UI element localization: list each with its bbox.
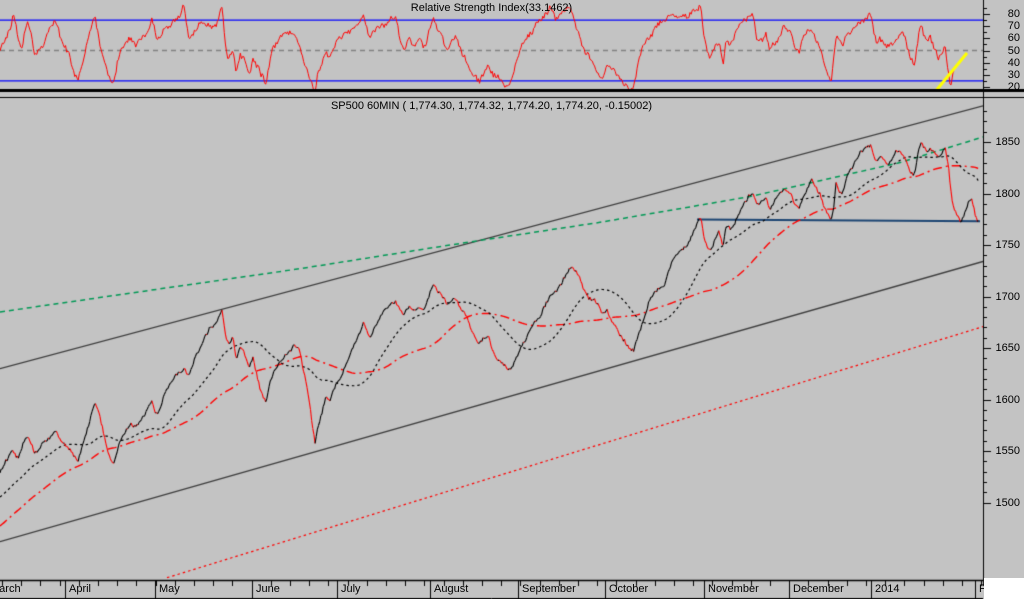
rsi-axis-label: 40: [1007, 57, 1020, 69]
corner-blank: [984, 578, 1024, 599]
rsi-panel-title: Relative Strength Index(33.1462): [410, 2, 573, 14]
month-label: July: [341, 583, 361, 595]
price-axis-label: 1650: [995, 342, 1020, 354]
price-axis-label: 1700: [995, 291, 1020, 303]
month-label: 2014: [875, 583, 900, 595]
month-label: March: [0, 583, 21, 595]
month-label: June: [256, 583, 280, 595]
month-label: April: [69, 583, 92, 595]
price-axis-label: 1600: [995, 394, 1020, 406]
month-label: November: [708, 583, 759, 595]
price-axis-label: 1800: [995, 188, 1020, 200]
rsi-axis-label: 50: [1007, 45, 1020, 57]
rsi-axis-label: 80: [1007, 8, 1020, 20]
price-panel-title: SP500 60MIN ( 1,774.30, 1,774.32, 1,774.…: [330, 100, 653, 112]
price-axis-label: 1850: [995, 136, 1020, 148]
month-label: September: [522, 583, 576, 595]
rsi-axis-label: 60: [1007, 32, 1020, 44]
price-axis-label: 1550: [995, 445, 1020, 457]
month-label: F: [979, 583, 986, 595]
month-label: December: [793, 583, 844, 595]
rsi-axis-label: 70: [1007, 20, 1020, 32]
price-axis-label: 1500: [995, 497, 1020, 509]
month-label: October: [609, 583, 649, 595]
rsi-axis-label: 20: [1007, 81, 1020, 93]
month-label: August: [434, 583, 469, 595]
price-axis-label: 1750: [995, 239, 1020, 251]
rsi-axis-label: 30: [1007, 69, 1020, 81]
month-label: May: [159, 583, 180, 595]
